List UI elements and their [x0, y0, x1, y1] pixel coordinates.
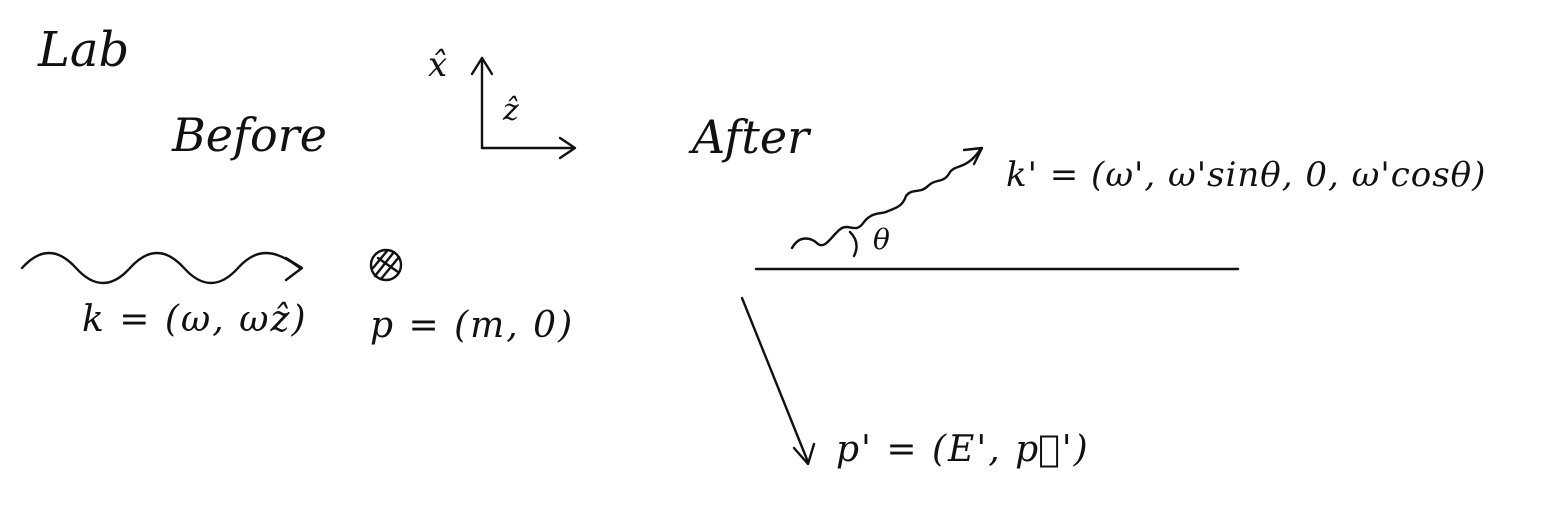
scattered-photon-arrowhead — [962, 146, 984, 166]
incoming-photon-arrowhead — [284, 256, 304, 282]
x-axis-arrowhead — [470, 56, 494, 76]
angle-arc — [848, 230, 858, 258]
incoming-photon-wave — [20, 251, 302, 285]
target-particle-label: p = (m, 0) — [370, 305, 575, 346]
scattered-photon-label: k' = (ω', ω'sinθ, 0, ω'cosθ) — [1006, 155, 1487, 195]
scattered-photon-wave — [790, 148, 982, 250]
angle-label: θ — [873, 223, 890, 256]
before-heading: Before — [172, 108, 327, 162]
target-particle — [369, 248, 403, 282]
recoil-particle-label: p' = (E', p⃗') — [836, 429, 1090, 470]
frame-label: Lab — [38, 22, 130, 78]
x-axis-label: x̂ — [428, 45, 448, 85]
z-axis-arrowhead — [558, 136, 577, 160]
recoil-particle-arrowhead — [792, 442, 816, 466]
recoil-particle-arrow — [740, 296, 810, 464]
after-heading: After — [692, 110, 810, 164]
incoming-photon-label: k = (ω, ωẑ) — [82, 299, 308, 340]
z-axis-label: ẑ — [503, 93, 519, 128]
